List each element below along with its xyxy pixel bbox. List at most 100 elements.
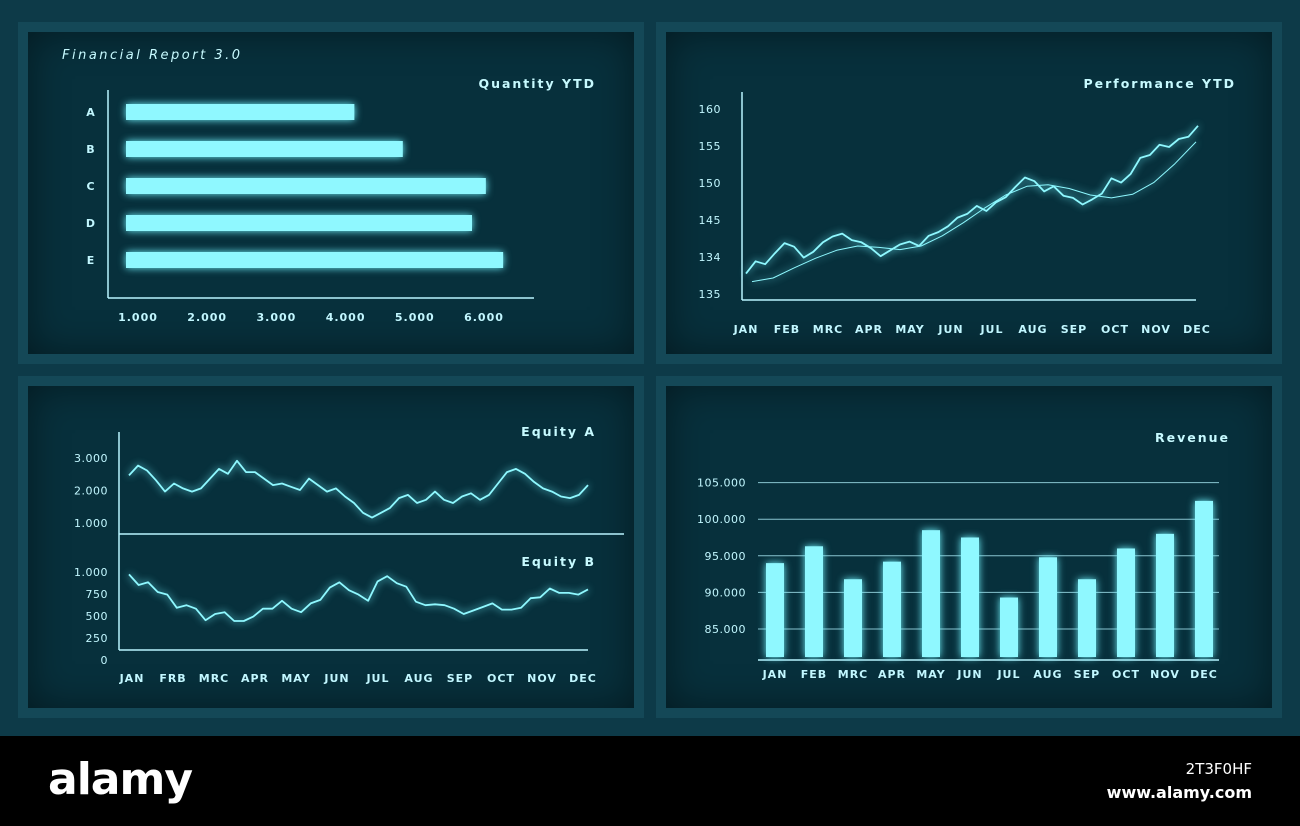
revenue-y-tick: 90.000 [705,586,747,599]
revenue-x-tick: JAN [762,668,788,681]
quantity-category-label: A [86,106,96,119]
revenue-x-tick: JUL [996,668,1020,681]
revenue-bar [883,561,901,657]
performance-x-tick: NOV [1141,323,1171,336]
quantity-x-tick: 4.000 [326,311,366,324]
revenue-x-tick: AUG [1033,668,1062,681]
watermark-image-id: 2T3F0HF [1185,760,1252,778]
revenue-y-tick: 100.000 [697,513,746,526]
revenue-bar [922,530,940,657]
revenue-bar [1195,500,1213,657]
performance-x-tick: FEB [774,323,800,336]
revenue-bar [1039,557,1057,657]
quantity-bar [126,141,403,157]
quantity-x-tick: 3.000 [257,311,297,324]
performance-x-tick: JUN [937,323,963,336]
equity-x-tick: AUG [404,672,433,685]
revenue-x-tick: MRC [838,668,869,681]
performance-x-tick: JUL [979,323,1003,336]
performance-trend-line [751,141,1197,283]
equity-x-tick: DEC [569,672,597,685]
performance-x-tick: MAY [895,323,924,336]
equity-a-y-tick: 3.000 [74,452,108,465]
performance-x-tick: JAN [733,323,759,336]
revenue-y-tick: 85.000 [705,623,747,636]
performance-x-tick: OCT [1101,323,1129,336]
performance-chart: 160 155 150 145 134 135 JAN FEB MRC APR MAY JUN JUL A… [699,92,1211,336]
revenue-x-tick: SEP [1074,668,1101,681]
revenue-x-tick: MAY [916,668,945,681]
performance-y-tick: 145 [699,214,722,227]
revenue-x-tick: DEC [1190,668,1218,681]
quantity-panel: Financial Report 3.0 Quantity YTD A B C D E 1… [18,22,644,364]
performance-y-tick: 155 [699,140,722,153]
revenue-y-tick: 95.000 [705,550,747,563]
performance-y-tick: 150 [699,177,722,190]
equity-b-line [128,573,589,622]
performance-panel: Performance YTD 160 155 150 145 134 135 JAN FEB… [656,22,1282,364]
equity-a-y-tick: 1.000 [74,517,108,530]
equity-b-y-tick: 500 [86,610,109,623]
watermark-logo: alamy [48,754,193,805]
revenue-bar [1000,597,1018,657]
equity-a-y-tick: 2.000 [74,485,108,498]
quantity-x-tick: 6.000 [464,311,504,324]
revenue-bar [1117,548,1135,657]
equity-b-y-tick: 250 [86,632,109,645]
performance-x-tick: SEP [1061,323,1088,336]
equity-b-y-tick: 1.000 [74,566,108,579]
quantity-chart-title: Quantity YTD [478,76,596,91]
performance-line [745,125,1199,275]
report-title: Financial Report 3.0 [62,48,243,63]
performance-chart-title: Performance YTD [1083,76,1236,91]
performance-y-tick: 135 [699,288,722,301]
performance-x-tick: DEC [1183,323,1211,336]
revenue-x-tick: OCT [1112,668,1140,681]
quantity-category-label: E [87,254,96,267]
revenue-x-tick: NOV [1150,668,1180,681]
revenue-bar [844,579,862,657]
equity-x-tick: MRC [199,672,230,685]
revenue-bar [1156,533,1174,657]
equity-x-tick: NOV [527,672,557,685]
revenue-bar [766,563,784,657]
quantity-category-label: C [86,180,95,193]
revenue-bar [805,546,823,657]
equity-x-tick: JAN [119,672,145,685]
equity-x-tick: JUN [323,672,349,685]
revenue-chart: 105.000 100.000 95.000 90.000 85.000 JAN FEB MR… [697,477,1219,681]
performance-y-tick: 134 [699,251,722,264]
revenue-y-tick: 105.000 [697,477,746,490]
equity-chart: 3.000 2.000 1.000 1.000 750 500 250 0 JAN FRB MRC A… [74,432,624,685]
watermark-footer: alamy 2T3F0HF www.alamy.com [0,736,1300,826]
equity-x-tick: SEP [447,672,474,685]
quantity-category-label: D [86,217,96,230]
watermark-url: www.alamy.com [1106,783,1252,802]
revenue-x-tick: FEB [801,668,827,681]
equity-x-tick: APR [241,672,269,685]
quantity-category-label: B [86,143,95,156]
revenue-bar [1078,579,1096,657]
quantity-bar [126,215,472,231]
revenue-chart-title: Revenue [1154,430,1230,445]
performance-y-tick: 160 [699,103,722,116]
quantity-bar [126,104,355,120]
equity-b-y-tick: 750 [86,588,109,601]
quantity-bar [126,178,486,194]
equity-b-y-tick: 0 [101,654,109,667]
equity-x-tick: JUL [365,672,389,685]
quantity-x-tick: 2.000 [187,311,227,324]
revenue-panel: Revenue 105.000 100.000 95.000 90.000 85.000… [656,376,1282,718]
revenue-bar [961,537,979,657]
equity-x-tick: MAY [281,672,310,685]
equity-a-title: Equity A [521,424,596,439]
quantity-chart: A B C D E 1.000 2.000 3.000 4.000 5.000 6.000 [86,90,534,324]
revenue-x-tick: APR [878,668,906,681]
performance-x-tick: APR [855,323,883,336]
quantity-x-tick: 1.000 [118,311,158,324]
equity-x-tick: OCT [487,672,515,685]
equity-b-title: Equity B [521,554,596,569]
revenue-x-tick: JUN [956,668,982,681]
quantity-bar [126,252,504,268]
equity-a-line [128,459,589,519]
